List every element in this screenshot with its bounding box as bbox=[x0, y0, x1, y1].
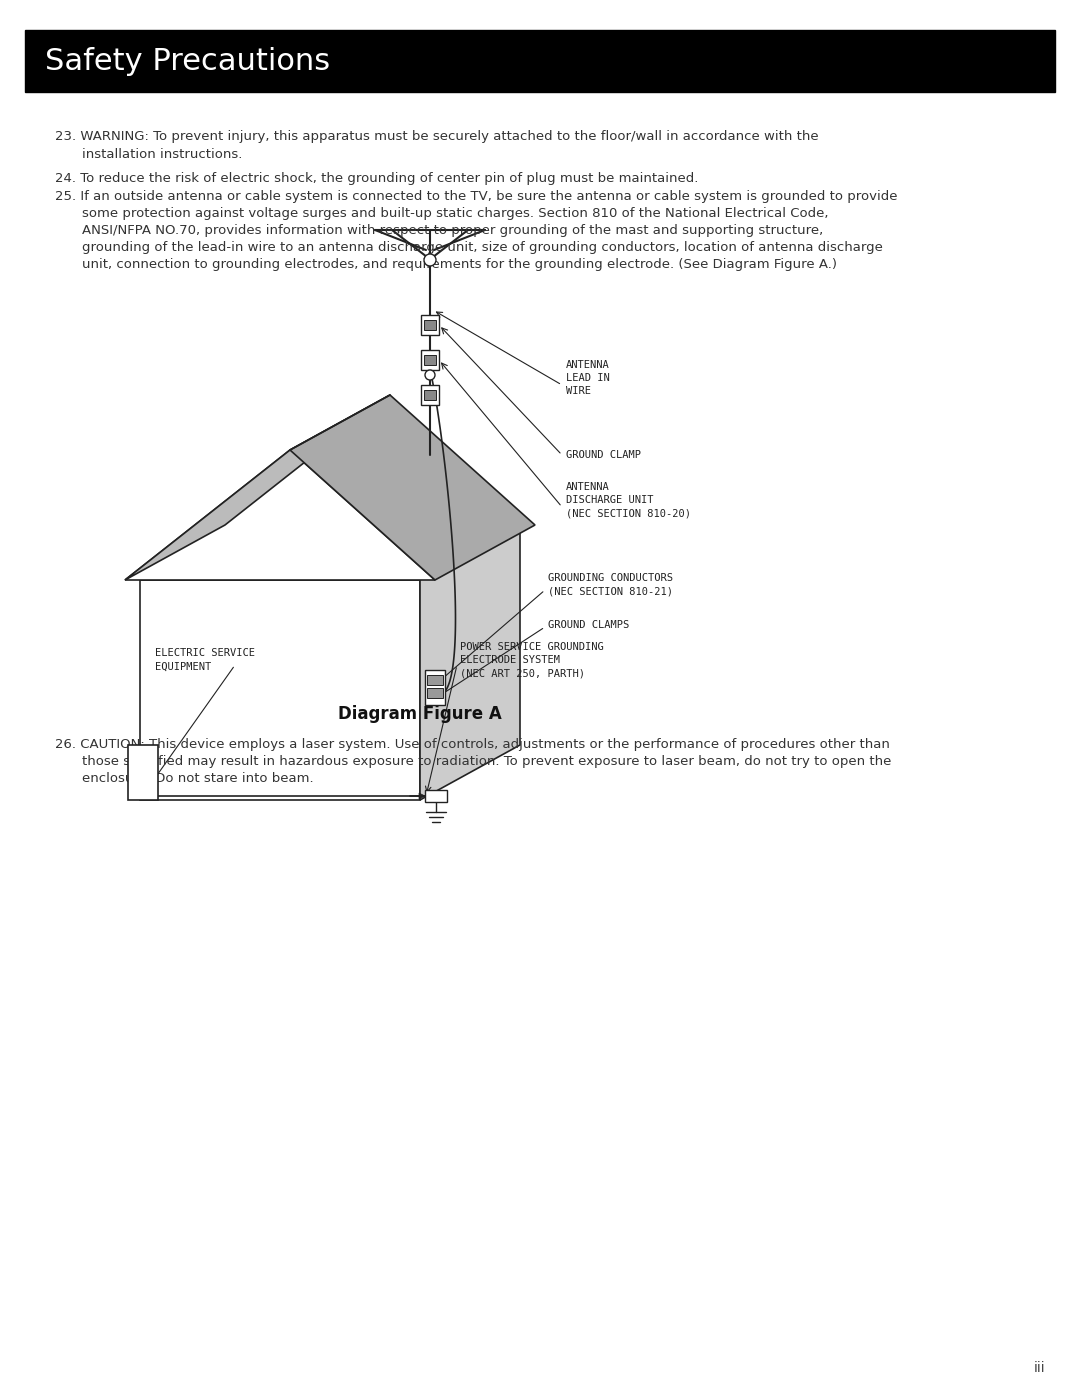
Bar bbox=[427, 688, 443, 698]
Bar bbox=[424, 319, 436, 331]
Text: 24. To reduce the risk of electric shock, the grounding of center pin of plug mu: 24. To reduce the risk of electric shock… bbox=[55, 172, 699, 186]
Circle shape bbox=[424, 254, 436, 266]
Bar bbox=[421, 315, 438, 335]
Bar bbox=[421, 385, 438, 405]
Text: GROUND CLAMP: GROUND CLAMP bbox=[566, 451, 642, 460]
Text: some protection against voltage surges and built-up static charges. Section 810 : some protection against voltage surges a… bbox=[82, 206, 828, 220]
Text: ANTENNA
LEAD IN
WIRE: ANTENNA LEAD IN WIRE bbox=[566, 360, 610, 396]
Bar bbox=[426, 670, 445, 704]
Bar bbox=[426, 790, 447, 802]
Text: those specified may result in hazardous exposure to radiation. To prevent exposu: those specified may result in hazardous … bbox=[82, 755, 891, 769]
Text: 23. WARNING: To prevent injury, this apparatus must be securely attached to the : 23. WARNING: To prevent injury, this app… bbox=[55, 130, 819, 144]
Polygon shape bbox=[291, 395, 535, 580]
Text: grounding of the lead-in wire to an antenna discharge unit, size of grounding co: grounding of the lead-in wire to an ante… bbox=[82, 241, 882, 254]
Bar bbox=[421, 350, 438, 370]
Text: 26. CAUTION: This device employs a laser system. Use of controls, adjustments or: 26. CAUTION: This device employs a laser… bbox=[55, 738, 890, 751]
Polygon shape bbox=[420, 525, 519, 799]
Text: POWER SERVICE GROUNDING
ELECTRODE SYSTEM
(NEC ART 250, PARTH): POWER SERVICE GROUNDING ELECTRODE SYSTEM… bbox=[460, 642, 604, 678]
Text: GROUNDING CONDUCTORS
(NEC SECTION 810-21): GROUNDING CONDUCTORS (NEC SECTION 810-21… bbox=[548, 573, 673, 597]
Text: 25. If an outside antenna or cable system is connected to the TV, be sure the an: 25. If an outside antenna or cable syste… bbox=[55, 190, 897, 204]
Bar bbox=[25, 31, 1055, 92]
Polygon shape bbox=[125, 451, 435, 580]
Text: Diagram Figure A: Diagram Figure A bbox=[338, 704, 502, 723]
Polygon shape bbox=[419, 792, 426, 799]
Polygon shape bbox=[125, 395, 390, 580]
Text: enclosure. Do not stare into beam.: enclosure. Do not stare into beam. bbox=[82, 771, 313, 785]
Bar bbox=[424, 391, 436, 400]
Text: ANSI/NFPA NO.70, provides information with respect to proper grounding of the ma: ANSI/NFPA NO.70, provides information wi… bbox=[82, 225, 823, 237]
Text: installation instructions.: installation instructions. bbox=[82, 148, 242, 160]
Text: unit, connection to grounding electrodes, and requirements for the grounding ele: unit, connection to grounding electrodes… bbox=[82, 258, 837, 271]
Bar bbox=[424, 354, 436, 365]
Text: Safety Precautions: Safety Precautions bbox=[45, 46, 330, 75]
Bar bbox=[129, 745, 158, 799]
Text: ELECTRIC SERVICE
EQUIPMENT: ELECTRIC SERVICE EQUIPMENT bbox=[156, 649, 255, 671]
Circle shape bbox=[426, 370, 435, 379]
Bar bbox=[427, 675, 443, 685]
Polygon shape bbox=[140, 580, 420, 799]
Polygon shape bbox=[140, 525, 519, 580]
Text: GROUND CLAMPS: GROUND CLAMPS bbox=[548, 619, 630, 631]
Text: ANTENNA
DISCHARGE UNIT
(NEC SECTION 810-20): ANTENNA DISCHARGE UNIT (NEC SECTION 810-… bbox=[566, 481, 691, 518]
Text: iii: iii bbox=[1035, 1362, 1045, 1375]
